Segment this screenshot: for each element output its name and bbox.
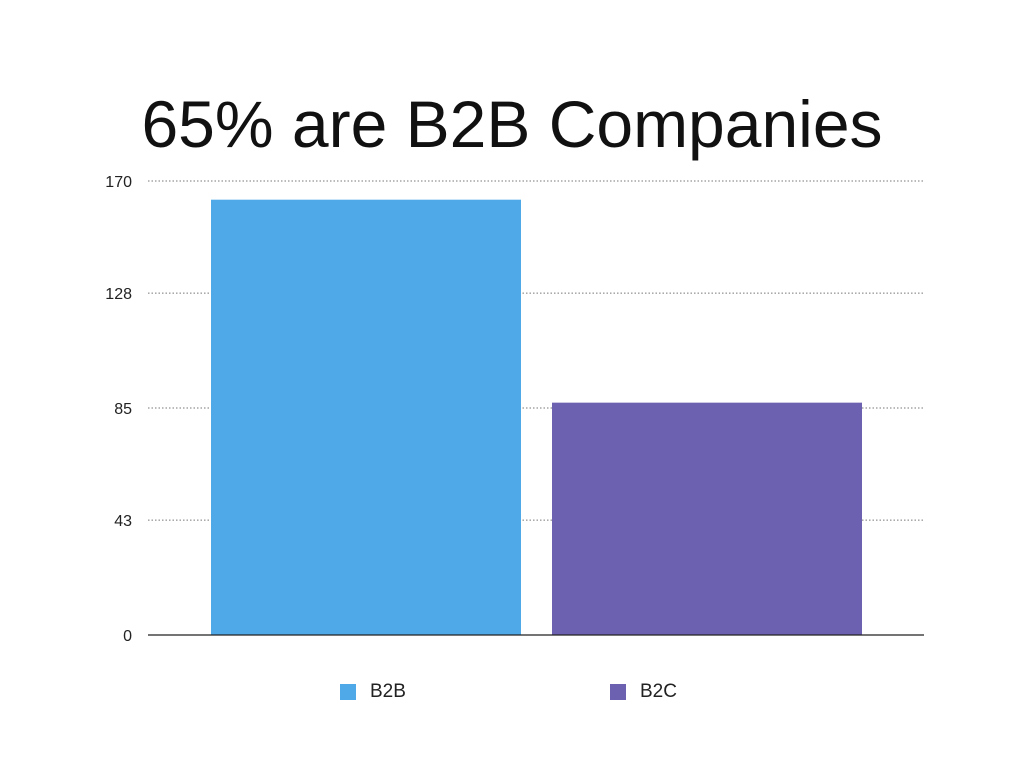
y-tick-label-0: 0	[123, 628, 132, 645]
legend-item-b2c: B2C	[610, 680, 677, 704]
y-tick-label-170: 170	[105, 174, 132, 191]
bar-b2c	[552, 402, 862, 635]
legend-label-b2c: B2C	[640, 681, 677, 702]
legend-swatch-b2c	[610, 684, 626, 700]
legend-item-b2b: B2B	[340, 680, 406, 704]
bar-b2b	[211, 199, 521, 635]
chart-title: 65% are B2B Companies	[141, 87, 883, 161]
legend: B2B B2C	[0, 680, 1024, 704]
y-tick-label-85: 85	[114, 401, 132, 418]
legend-swatch-b2b	[340, 684, 356, 700]
y-tick-label-128: 128	[105, 286, 132, 303]
y-tick-label-43: 43	[114, 513, 132, 530]
bars	[211, 199, 862, 635]
legend-label-b2b: B2B	[370, 681, 406, 702]
y-tick-labels: 0 43 85 128 170	[105, 174, 132, 645]
